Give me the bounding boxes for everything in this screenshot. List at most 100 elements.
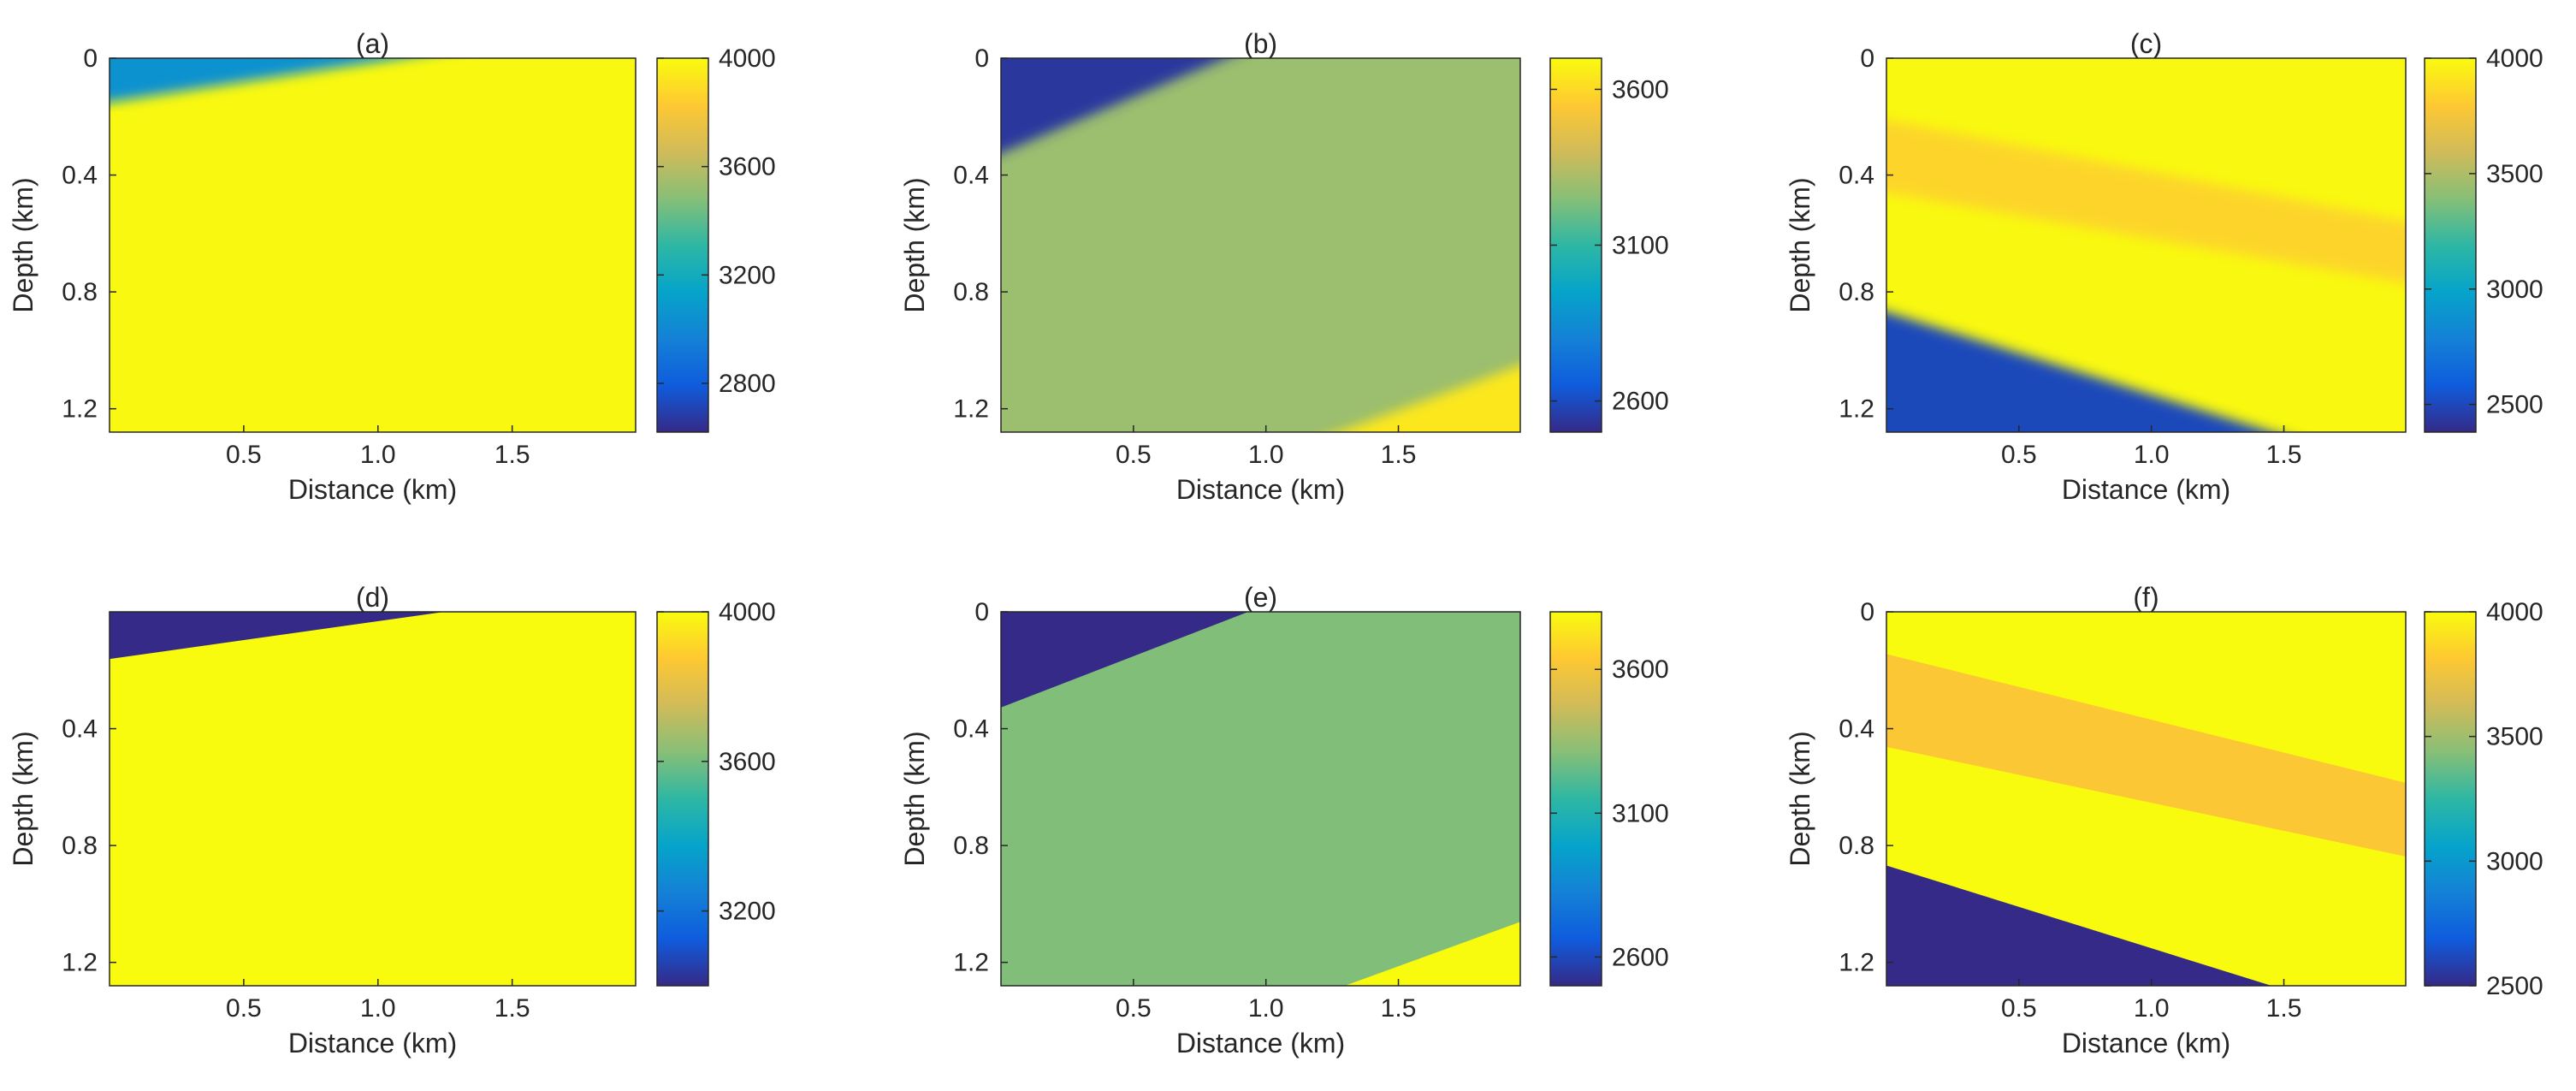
heatmap-background-d: [110, 612, 636, 986]
x-axis-label-e: Distance (km): [1176, 1028, 1345, 1058]
y-tick-label-a: 0: [83, 44, 98, 73]
colorbar-tick-label-e: 2600: [1612, 943, 1669, 971]
x-axis-label-d: Distance (km): [288, 1028, 457, 1058]
y-tick-label-b: 0.8: [953, 278, 989, 306]
panel-title-c: (c): [2130, 28, 2162, 59]
velocity-region-b-2: [1339, 365, 1520, 432]
colorbar-tick-label-a: 4000: [719, 44, 776, 73]
colorbar-tick-label-a: 2800: [719, 370, 776, 398]
y-axis-label-d: Depth (km): [8, 731, 38, 866]
colorbar-tick-label-c: 4000: [2486, 44, 2543, 73]
colorbar-tick-label-d: 3600: [719, 748, 776, 776]
x-tick-label-f: 0.5: [2001, 994, 2037, 1023]
colorbar-c: [2424, 57, 2477, 433]
panel-title-f: (f): [2133, 582, 2159, 613]
plot-frame-a: [109, 57, 637, 433]
y-tick-label-c: 1.2: [1839, 395, 1874, 424]
y-axis-label-b: Depth (km): [899, 177, 930, 312]
colorbar-tick-label-e: 3100: [1612, 799, 1669, 827]
colorbar-tick-label-d: 4000: [719, 598, 776, 626]
colorbar-tick-label-f: 4000: [2486, 598, 2543, 626]
colorbar-e: [1549, 611, 1602, 987]
y-tick-label-f: 0.8: [1839, 832, 1874, 860]
colorbar-d: [656, 611, 709, 987]
panel-f: 0.5 1.0 1.5 0 0.4 0.8 1.2 (f) Distance (km) Depth…: [1785, 582, 2543, 1058]
panel-d: 0.5 1.0 1.5 0.4 0.8 1.2 (d) Distance (km) Depth …: [8, 582, 776, 1058]
velocity-region-e-1: [1001, 612, 1248, 708]
velocity-region-b-1: [1001, 58, 1226, 154]
colorbar-b: [1549, 57, 1602, 433]
colorbar-tick-label-c: 3500: [2486, 160, 2543, 188]
colorbar-tick-label-c: 2500: [2486, 391, 2543, 419]
x-axis-label-f: Distance (km): [2062, 1028, 2230, 1058]
plot-frame-b: [1000, 57, 1521, 433]
y-tick-label-a: 0.8: [62, 278, 98, 306]
colorbar-tick-label-b: 2600: [1612, 388, 1669, 416]
colorbar-tick-label-a: 3200: [719, 261, 776, 289]
y-tick-label-c: 0.8: [1839, 278, 1874, 306]
x-tick-label-d: 0.5: [226, 994, 262, 1023]
colorbar-tick-label-f: 2500: [2486, 972, 2543, 1000]
x-tick-label-c: 1.5: [2266, 441, 2302, 469]
y-tick-label-d: 1.2: [62, 949, 98, 977]
plot-frame-d: [109, 611, 637, 987]
colorbar-tick-label-e: 3600: [1612, 655, 1669, 684]
colorbar-tick-label-d: 3200: [719, 898, 776, 926]
x-tick-label-a: 0.5: [226, 441, 262, 469]
velocity-region-f-2: [1886, 865, 2272, 986]
panel-title-b: (b): [1244, 28, 1277, 59]
heatmap-background-b: [1001, 58, 1520, 432]
y-tick-label-e: 0.4: [953, 715, 989, 744]
y-tick-label-d: 0.8: [62, 832, 98, 860]
y-tick-label-e: 1.2: [953, 949, 989, 977]
velocity-region-c-2: [1886, 311, 2272, 432]
y-tick-label-d: 0.4: [62, 715, 98, 744]
y-axis-label-c: Depth (km): [1785, 177, 1815, 312]
velocity-region-f-1: [1886, 654, 2406, 857]
x-tick-label-d: 1.0: [360, 994, 396, 1023]
heatmap-background-e: [1001, 612, 1520, 986]
panel-title-a: (a): [356, 28, 389, 59]
y-tick-label-a: 1.2: [62, 395, 98, 424]
plot-frame-c: [1886, 57, 2407, 433]
y-tick-label-a: 0.4: [62, 162, 98, 190]
x-tick-label-c: 0.5: [2001, 441, 2037, 469]
y-tick-label-b: 0.4: [953, 162, 989, 190]
y-axis-label-a: Depth (km): [8, 177, 38, 312]
y-tick-label-f: 0.4: [1839, 715, 1874, 744]
heatmap-background-a: [110, 58, 636, 432]
colorbar-tick-label-b: 3100: [1612, 232, 1669, 260]
y-axis-label-e: Depth (km): [899, 731, 930, 866]
colorbar-tick-label-f: 3000: [2486, 847, 2543, 875]
x-tick-label-f: 1.0: [2134, 994, 2170, 1023]
x-axis-label-b: Distance (km): [1176, 474, 1345, 505]
panel-a: 0.5 1.0 1.5 0 0.4 0.8 1.2 (a) Distance (km) Depth…: [8, 28, 776, 505]
x-tick-label-a: 1.5: [494, 441, 530, 469]
velocity-region-d-1: [110, 612, 445, 660]
plot-frame-e: [1000, 611, 1521, 987]
velocity-region-e-2: [1344, 922, 1520, 986]
x-tick-label-e: 1.0: [1248, 994, 1284, 1023]
y-tick-label-b: 0: [974, 44, 989, 73]
panel-b: 0.5 1.0 1.5 0 0.4 0.8 1.2 (b) Distance (km) Depth…: [899, 28, 1669, 505]
y-tick-label-e: 0: [974, 598, 989, 626]
colorbar-a: [656, 57, 709, 433]
x-axis-label-c: Distance (km): [2062, 474, 2230, 505]
colorbar-tick-label-f: 3500: [2486, 723, 2543, 751]
colorbar-f: [2424, 611, 2477, 987]
velocity-region-c-1: [1886, 120, 2406, 283]
x-tick-label-c: 1.0: [2134, 441, 2170, 469]
x-tick-label-f: 1.5: [2266, 994, 2302, 1023]
x-tick-label-a: 1.0: [360, 441, 396, 469]
y-tick-label-f: 0: [1860, 598, 1874, 626]
panel-c: 0.5 1.0 1.5 0 0.4 0.8 1.2 (c) Distance (km) Depth…: [1785, 28, 2543, 505]
colorbar-tick-label-c: 3000: [2486, 276, 2543, 304]
x-tick-label-b: 1.0: [1248, 441, 1284, 469]
panel-title-e: (e): [1244, 582, 1277, 613]
y-tick-label-b: 1.2: [953, 395, 989, 424]
y-tick-label-f: 1.2: [1839, 949, 1874, 977]
velocity-region-a-1: [110, 58, 400, 103]
x-axis-label-a: Distance (km): [288, 474, 457, 505]
y-tick-label-c: 0: [1860, 44, 1874, 73]
